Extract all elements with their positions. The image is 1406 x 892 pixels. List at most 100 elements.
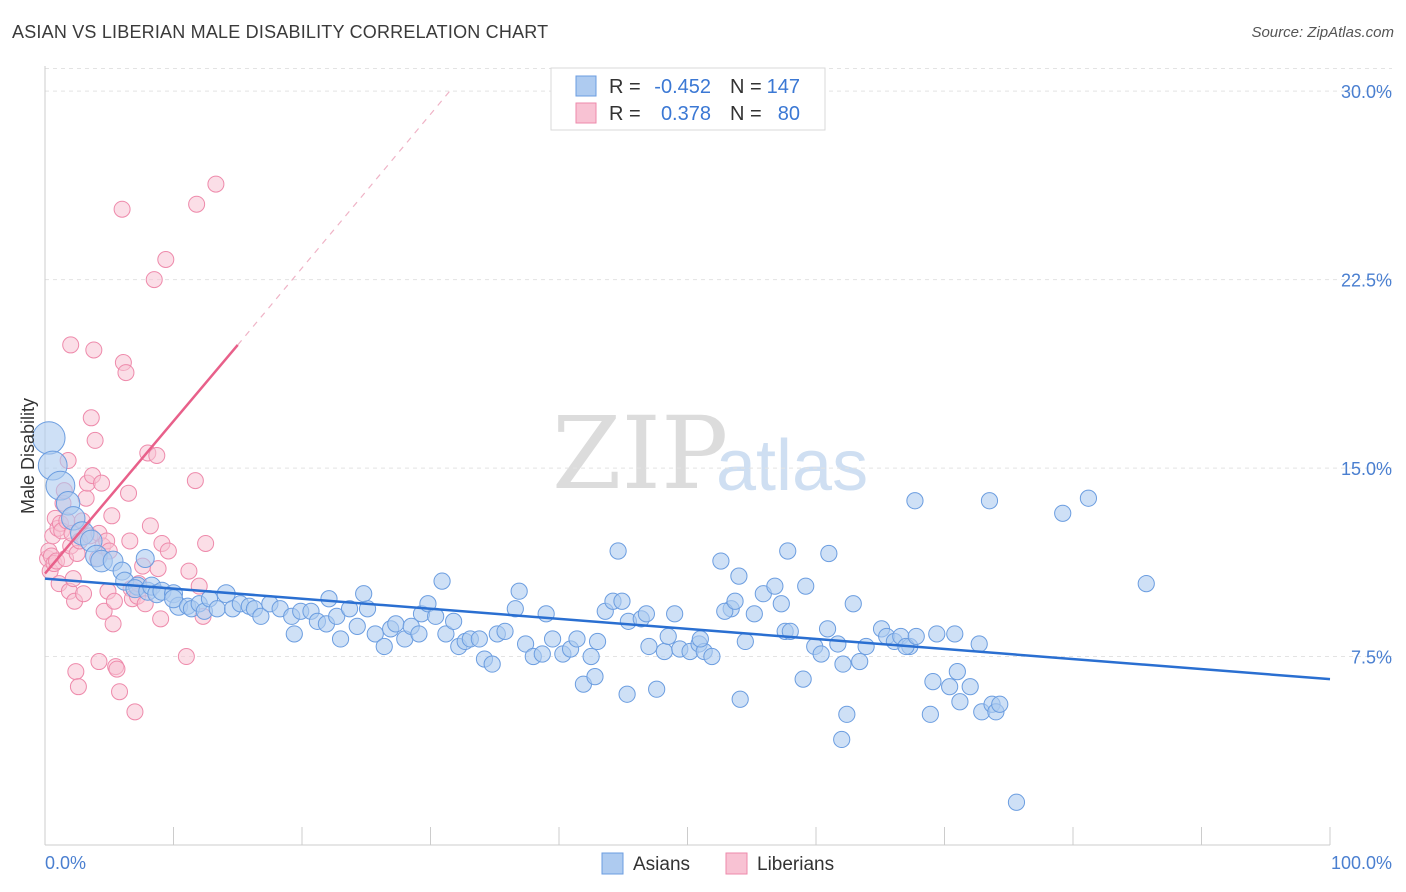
liberian-point — [64, 570, 82, 588]
asian-point — [618, 685, 636, 703]
legend-bottom: Asians Liberians — [601, 852, 834, 875]
liberian-point — [188, 195, 206, 213]
asian-point — [924, 673, 942, 691]
asian-point — [838, 705, 856, 723]
legend-n-value-asians: 147 — [767, 76, 800, 98]
asian-point — [703, 647, 721, 666]
asian-point — [655, 642, 673, 661]
asians-points — [32, 421, 1155, 811]
asian-point — [961, 678, 979, 696]
liberians-trend-extension — [237, 90, 451, 346]
liberian-point — [159, 542, 177, 560]
asian-point — [857, 637, 875, 656]
liberian-point — [145, 271, 163, 289]
watermark-atlas: atlas — [716, 426, 868, 506]
asian-point — [648, 680, 666, 698]
asian-point — [941, 678, 959, 696]
chart-title: ASIAN VS LIBERIAN MALE DISABILITY CORREL… — [12, 22, 549, 42]
asian-point — [375, 637, 393, 656]
asian-point — [516, 635, 535, 653]
asian-point — [834, 655, 852, 673]
liberian-point — [207, 175, 225, 193]
liberian-point — [67, 663, 85, 681]
legend-r-value-liberians: 0.378 — [661, 103, 711, 125]
asian-point — [907, 627, 925, 646]
asian-point — [745, 605, 763, 623]
liberian-point — [141, 517, 159, 535]
legend-n-label-asians: N = — [730, 76, 762, 98]
asian-point — [470, 630, 488, 648]
asian-point — [844, 595, 862, 613]
asian-point — [1079, 489, 1098, 507]
legend-bottom-swatch-liberians — [725, 852, 748, 875]
legend-r-label-liberians: R = — [609, 103, 641, 125]
asian-point — [736, 632, 754, 651]
asian-point — [410, 625, 428, 643]
asian-point — [510, 582, 528, 600]
asian-point — [320, 590, 338, 608]
legend-r-value-asians: -0.452 — [654, 76, 711, 98]
legend-n-label-liberians: N = — [730, 103, 762, 125]
liberian-point — [85, 341, 103, 359]
legend-r-label-asians: R = — [609, 76, 641, 98]
y-tick-label: 7.5% — [1351, 648, 1392, 668]
asian-point — [568, 630, 586, 648]
asian-point — [543, 630, 562, 648]
liberian-point — [105, 592, 123, 610]
asian-point — [506, 600, 524, 618]
legend-bottom-label-asians: Asians — [633, 854, 690, 875]
asian-point — [135, 549, 155, 569]
asian-point — [726, 592, 744, 610]
liberian-point — [177, 648, 195, 666]
asian-point — [794, 670, 812, 688]
liberian-point — [197, 534, 215, 552]
asian-point — [797, 577, 815, 595]
asian-point — [779, 542, 797, 560]
asian-point — [691, 630, 709, 648]
legend-swatch-asians — [575, 75, 597, 97]
asian-point — [1007, 793, 1026, 811]
y-axis-title: Male Disability — [18, 398, 38, 514]
asian-point — [991, 695, 1009, 713]
asian-point — [659, 627, 677, 646]
liberian-point — [95, 602, 113, 620]
liberian-point — [157, 250, 175, 268]
asian-point — [820, 544, 838, 563]
asian-point — [613, 592, 631, 610]
liberian-point — [126, 703, 144, 721]
asian-point — [921, 705, 939, 723]
asian-point — [348, 617, 366, 635]
asian-point — [906, 492, 924, 510]
asian-point — [445, 612, 463, 630]
liberian-point — [117, 364, 135, 382]
asian-point — [928, 625, 946, 643]
liberian-point — [180, 562, 198, 580]
asian-point — [833, 730, 851, 749]
y-tick-label: 30.0% — [1341, 82, 1392, 102]
liberian-point — [77, 489, 95, 507]
liberian-point — [186, 472, 204, 490]
asian-point — [1054, 504, 1072, 522]
asian-point — [496, 622, 514, 641]
asian-point — [1137, 575, 1155, 593]
asian-point — [328, 607, 346, 625]
asian-point — [355, 585, 373, 603]
liberian-point — [111, 683, 129, 701]
asian-point — [772, 595, 790, 613]
asian-point — [766, 577, 784, 595]
asian-point — [387, 615, 405, 633]
asian-point — [483, 655, 501, 673]
asian-point — [951, 693, 969, 711]
liberian-point — [86, 431, 104, 449]
asian-point — [588, 632, 607, 651]
asian-point — [340, 600, 359, 618]
watermark-zip: ZIP — [552, 395, 728, 512]
liberian-point — [62, 336, 80, 354]
legend-n-value-liberians: 80 — [778, 103, 800, 125]
y-tick-label: 22.5% — [1341, 271, 1392, 291]
asian-point — [712, 552, 730, 570]
liberian-point — [103, 507, 121, 525]
asian-point — [252, 607, 270, 625]
liberians-points — [39, 175, 225, 721]
